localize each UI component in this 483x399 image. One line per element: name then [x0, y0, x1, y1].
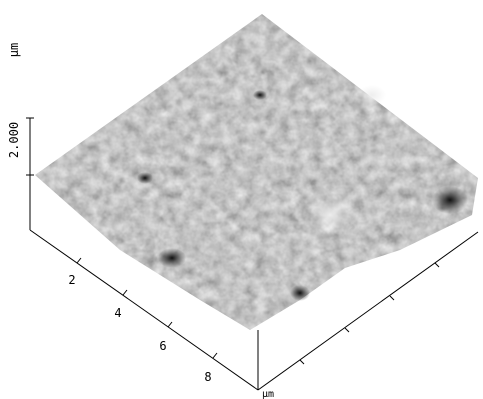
surface	[35, 14, 478, 330]
x-tick-label: 4	[114, 306, 121, 320]
z-unit: µm	[7, 43, 21, 57]
x-tick-label: 6	[159, 339, 166, 353]
x-unit: µm	[262, 389, 274, 399]
z-tick-label: 2.000	[7, 122, 21, 158]
x-tick-label: 2	[68, 273, 75, 287]
axes	[26, 117, 479, 391]
x-tick-label: 8	[204, 370, 211, 384]
